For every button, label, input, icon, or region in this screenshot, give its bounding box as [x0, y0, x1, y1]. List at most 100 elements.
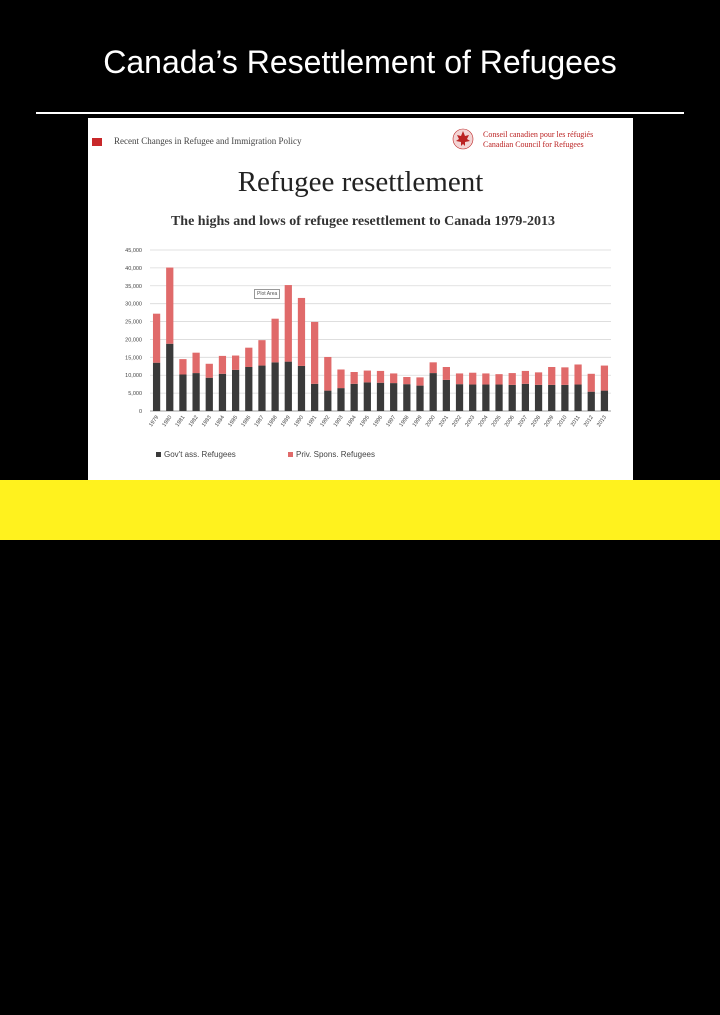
footer-bar: AMNESTY INTERNATIONAL: [0, 480, 720, 1012]
bar-private: [429, 362, 437, 374]
bar-private: [245, 347, 253, 367]
bar-govt: [245, 366, 253, 411]
x-tick-label: 1992: [320, 415, 332, 428]
bar-private: [192, 352, 200, 374]
bar-private: [152, 313, 161, 363]
bar-private: [179, 359, 187, 375]
plot-area-tooltip: Plot Area: [254, 289, 281, 299]
bar-govt: [521, 383, 530, 411]
x-tick-label: 2008: [530, 415, 542, 428]
bar-govt: [337, 388, 345, 411]
bar-govt: [442, 379, 450, 411]
bar-govt: [403, 384, 411, 411]
x-tick-label: 2007: [517, 415, 529, 428]
bar-private: [218, 355, 227, 374]
x-tick-label: 1986: [240, 415, 252, 428]
bar-private: [416, 377, 424, 386]
x-tick-label: 1985: [227, 415, 239, 428]
bar-govt: [363, 382, 371, 411]
legend-label: Priv. Spons. Refugees: [296, 450, 375, 459]
bar-private: [284, 285, 292, 362]
logo-text-fr: Conseil canadien pour les réfugiés: [483, 130, 594, 139]
bar-govt: [311, 383, 319, 411]
bar-govt: [297, 365, 306, 411]
bar-private: [166, 267, 174, 344]
x-tick-label: 1999: [412, 415, 424, 428]
x-tick-label: 1987: [254, 415, 266, 428]
x-tick-label: 2004: [478, 415, 490, 428]
bar-govt: [218, 373, 227, 411]
panel-big-title: Refugee resettlement: [237, 166, 484, 198]
bar-private: [561, 367, 569, 385]
x-tick-label: 1991: [306, 415, 318, 428]
y-tick-label: 15,000: [125, 355, 142, 361]
y-tick-label: 30,000: [125, 302, 142, 308]
bar-private: [363, 370, 371, 383]
chart-title: The highs and lows of refugee resettleme…: [170, 214, 556, 229]
x-tick-label: 1981: [175, 415, 187, 428]
bar-private: [482, 373, 490, 385]
bar-private: [376, 370, 385, 383]
bar-govt: [455, 384, 464, 411]
bar-govt: [561, 384, 569, 411]
bar-govt: [231, 369, 240, 411]
panel-header: Recent Changes in Refugee and Immigratio…: [88, 118, 633, 154]
x-tick-label: 1990: [293, 415, 305, 428]
bar-private: [297, 297, 306, 366]
bar-govt: [574, 384, 582, 411]
y-tick-label: 35,000: [125, 284, 142, 290]
bar-private: [337, 369, 345, 389]
panel-header-text: Recent Changes in Refugee and Immigratio…: [114, 136, 302, 146]
legend-swatch: [156, 452, 161, 457]
x-tick-label: 2012: [583, 415, 595, 428]
candle-logo-icon: [656, 969, 684, 1012]
bar-govt: [205, 377, 213, 411]
x-tick-label: 1979: [148, 415, 160, 428]
legend-swatch: [288, 452, 293, 457]
bar-govt: [534, 384, 543, 411]
x-tick-label: 1998: [399, 415, 411, 428]
x-tick-label: 2011: [570, 415, 582, 428]
x-tick-label: 1982: [188, 415, 200, 428]
bar-private: [324, 356, 332, 391]
bar-govt: [390, 383, 398, 411]
red-marker: [92, 138, 102, 146]
bar-private: [442, 366, 450, 380]
bar-private: [521, 370, 530, 384]
y-tick-label: 25,000: [125, 320, 142, 326]
bar-private: [548, 366, 556, 385]
y-tick-label: 40,000: [125, 266, 142, 272]
bar-govt: [376, 382, 385, 411]
x-tick-label: 2002: [451, 415, 463, 428]
bar-private: [350, 372, 358, 384]
bar-private: [508, 373, 516, 385]
bar-govt: [587, 391, 595, 411]
bar-private: [455, 373, 464, 385]
bar-private: [534, 372, 543, 385]
bar-govt: [284, 361, 292, 411]
x-tick-label: 2000: [425, 415, 437, 428]
x-tick-label: 2006: [504, 415, 516, 428]
brand-international: INTERNATIONAL: [38, 995, 140, 1010]
bar-govt: [469, 384, 477, 411]
x-tick-label: 1993: [333, 415, 345, 428]
slide-image-panel: Recent Changes in Refugee and Immigratio…: [88, 118, 633, 480]
bar-govt: [324, 390, 332, 411]
bar-govt: [548, 384, 556, 411]
logo-text-en: Canadian Council for Refugees: [483, 140, 584, 149]
bar-private: [574, 364, 582, 385]
x-tick-label: 1997: [385, 415, 397, 428]
bar-private: [587, 373, 595, 392]
bar-govt: [429, 373, 437, 411]
x-tick-label: 2003: [464, 415, 476, 428]
slide-title: Canada’s Resettlement of Refugees: [103, 44, 617, 80]
bar-govt: [416, 385, 424, 411]
bar-govt: [258, 365, 266, 411]
title-underline: [36, 112, 684, 114]
x-tick-label: 2009: [543, 415, 555, 428]
x-tick-label: 1984: [214, 415, 226, 428]
x-tick-label: 1989: [280, 415, 292, 428]
x-tick-label: 2001: [438, 415, 450, 428]
x-tick-label: 1996: [372, 415, 384, 428]
bar-private: [258, 340, 266, 366]
